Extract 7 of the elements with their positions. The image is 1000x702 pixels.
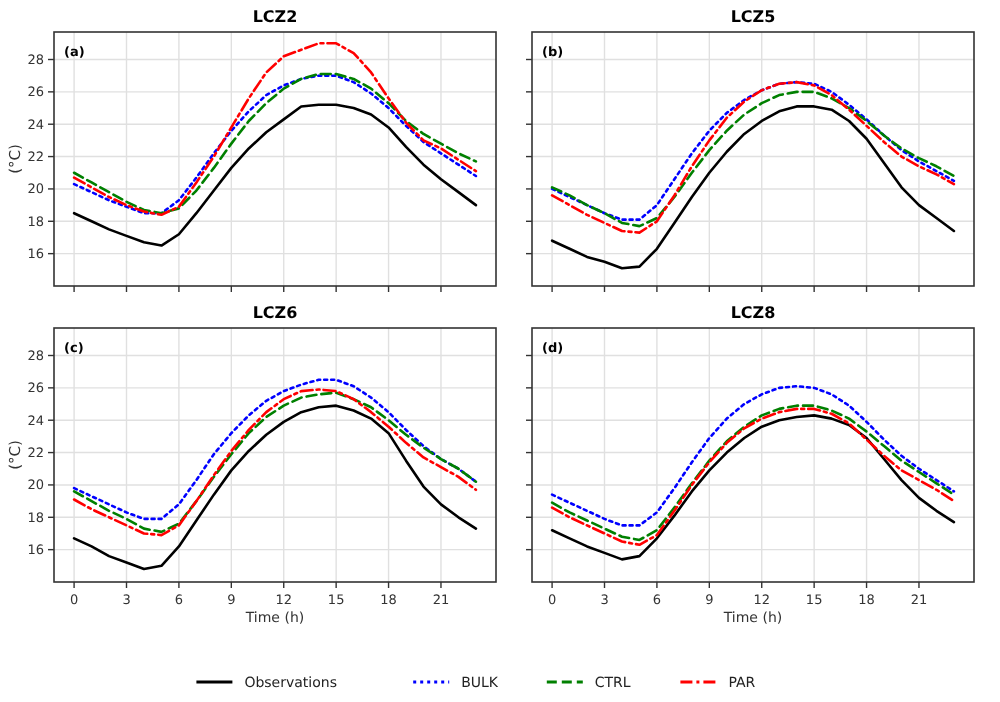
line-series: [72, 404, 478, 571]
line-series: [72, 103, 478, 247]
chart-title: LCZ5: [730, 8, 777, 26]
line-series: [72, 378, 478, 521]
chart-title: LCZ2: [252, 8, 298, 26]
chart-title: LCZ8: [730, 304, 777, 322]
chart-title: LCZ6: [252, 304, 299, 322]
